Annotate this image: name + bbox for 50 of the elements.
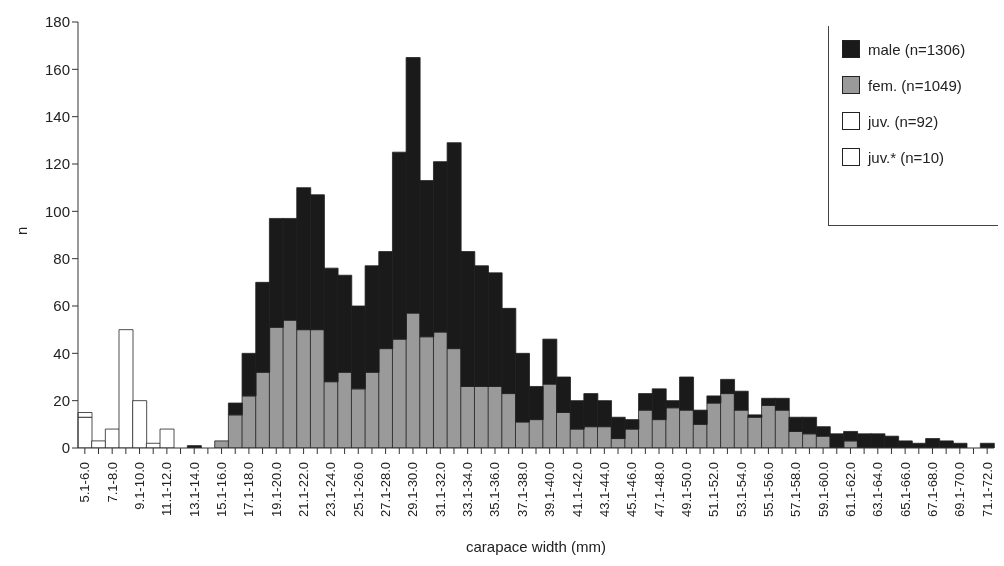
x-tick-label: 59.1-60.0 [815,462,831,517]
x-tick-label: 65.1-66.0 [897,462,913,517]
y-tick-label: 40 [53,344,70,362]
x-tick-label: 45.1-46.0 [624,462,640,517]
y-axis-title: n [13,226,31,235]
x-tick-label: 61.1-62.0 [842,462,858,517]
legend-label: juv.* (n=10) [868,148,945,166]
legend-label: juv. (n=92) [868,112,939,130]
x-tick-label: 43.1-44.0 [596,462,612,517]
y-tick-label: 120 [44,155,70,173]
y-tick-label: 180 [44,13,70,31]
y-tick-label: 160 [44,60,70,78]
x-tick-label: 17.1-18.0 [241,462,257,517]
y-tick-label: 80 [53,249,70,267]
x-tick-label: 51.1-52.0 [706,462,722,517]
x-tick-label: 55.1-56.0 [760,462,776,517]
y-tick-label: 20 [53,391,70,409]
x-tick-label: 33.1-34.0 [460,462,476,517]
x-tick-label: 15.1-16.0 [214,462,230,517]
x-tick-label: 71.1-72.0 [979,462,995,517]
x-tick-label: 19.1-20.0 [268,462,284,517]
x-tick-label: 23.1-24.0 [323,462,339,517]
x-tick-label: 35.1-36.0 [487,462,503,517]
x-tick-label: 47.1-48.0 [651,462,667,517]
y-tick-label: 60 [53,297,70,315]
x-tick-label: 11.1-12.0 [159,462,175,516]
x-axis-title: carapace width (mm) [465,538,607,555]
x-tick-label: 57.1-58.0 [788,462,804,517]
y-tick-label: 100 [44,202,70,220]
x-tick-label: 69.1-70.0 [952,462,968,517]
x-tick-label: 9.1-10.0 [132,462,148,510]
x-tick-label: 63.1-64.0 [870,462,886,517]
x-tick-label: 49.1-50.0 [678,462,694,517]
y-tick-label: 0 [61,439,70,457]
x-tick-label: 13.1-14.0 [186,462,202,517]
x-tick-label: 53.1-54.0 [733,462,749,517]
legend-label: male (n=1306) [868,40,966,58]
x-tick-label: 5.1-6.0 [77,462,93,503]
legend-label: fem. (n=1049) [868,76,962,94]
x-tick-label: 7.1-8.0 [104,462,120,503]
x-tick-label: 29.1-30.0 [405,462,421,517]
x-tick-label: 41.1-42.0 [569,462,585,517]
x-tick-label: 37.1-38.0 [514,462,530,517]
x-tick-label: 67.1-68.0 [924,462,940,517]
x-tick-label: 25.1-26.0 [350,462,366,517]
x-tick-label: 21.1-22.0 [296,462,312,517]
x-tick-label: 27.1-28.0 [378,462,394,517]
x-tick-label: 31.1-32.0 [432,462,448,517]
x-tick-label: 39.1-40.0 [542,462,558,517]
y-tick-label: 140 [44,107,70,125]
